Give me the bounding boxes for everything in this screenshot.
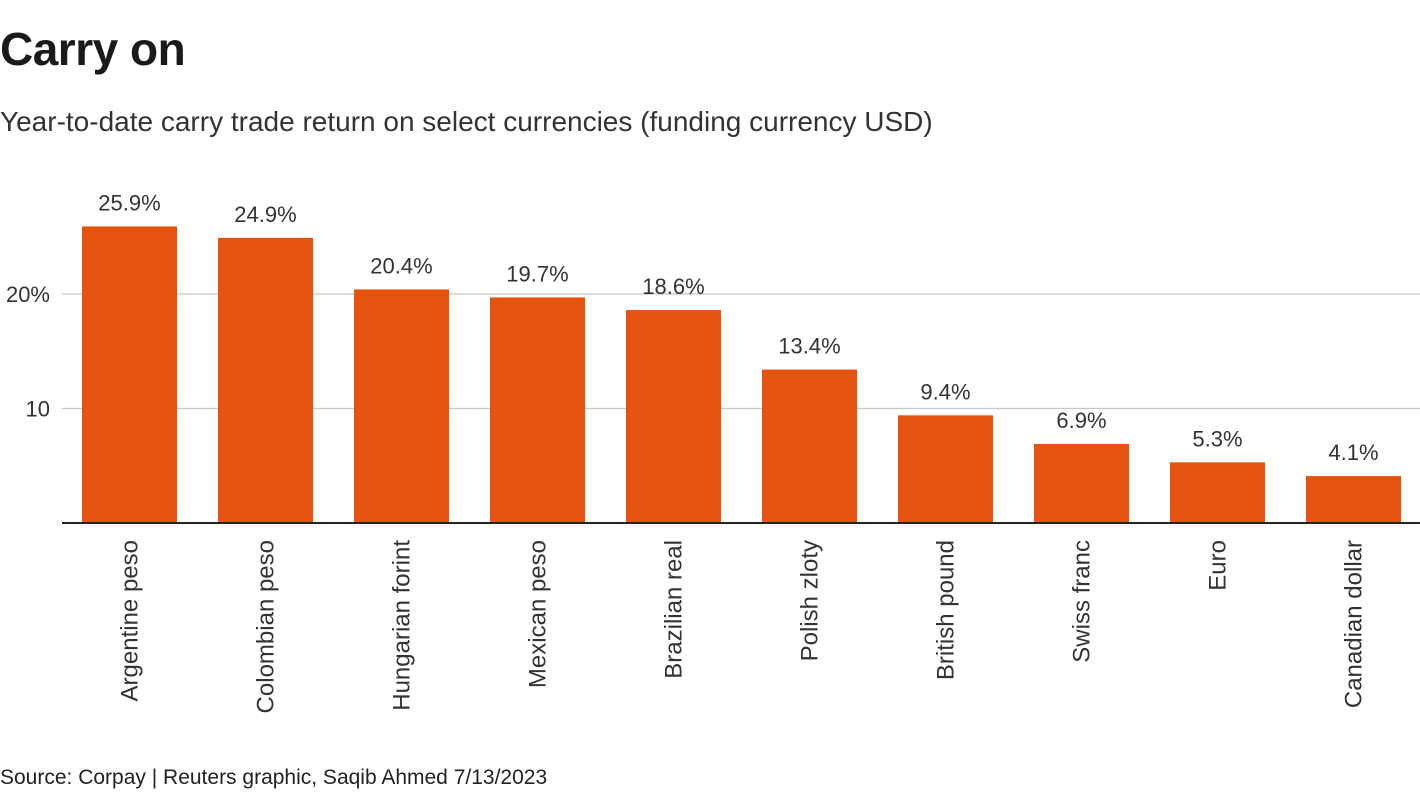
bar	[354, 289, 449, 523]
data-label: 25.9%	[98, 190, 160, 215]
y-tick-label: 10	[26, 397, 50, 422]
category-label: Colombian peso	[253, 540, 280, 713]
bar	[626, 310, 721, 523]
category-label: Mexican peso	[525, 540, 552, 688]
bar	[1306, 476, 1401, 523]
data-label: 9.4%	[920, 379, 970, 404]
bar	[762, 369, 857, 523]
bar	[898, 415, 993, 523]
data-label: 24.9%	[234, 202, 296, 227]
data-label: 19.7%	[506, 261, 568, 286]
bar	[490, 297, 585, 523]
chart-title: Carry on	[0, 23, 186, 75]
category-label: Euro	[1205, 540, 1232, 591]
bar	[82, 226, 177, 523]
category-label: British pound	[933, 540, 960, 680]
y-tick-label: 20%	[6, 282, 50, 307]
bar-chart: 10 20% 25.9% Argentine peso 24.9% Colombian p…	[6, 190, 1420, 713]
data-label: 20.4%	[370, 253, 432, 278]
category-label: Hungarian forint	[389, 540, 416, 711]
category-label: Argentine peso	[117, 540, 144, 701]
source-note: Source: Corpay | Reuters graphic, Saqib …	[0, 766, 548, 789]
category-label: Polish zloty	[797, 540, 824, 661]
category-label: Brazilian real	[661, 540, 688, 679]
data-label: 13.4%	[778, 334, 840, 359]
category-label: Canadian dollar	[1341, 540, 1368, 708]
bar	[1034, 443, 1129, 523]
chart-subtitle: Year-to-date carry trade return on selec…	[0, 106, 933, 137]
data-label: 4.1%	[1328, 440, 1378, 465]
bar	[218, 237, 313, 523]
bar	[1170, 462, 1265, 523]
data-label: 6.9%	[1056, 408, 1106, 433]
category-label: Swiss franc	[1069, 540, 1096, 663]
data-label: 5.3%	[1192, 426, 1242, 451]
data-label: 18.6%	[642, 274, 704, 299]
